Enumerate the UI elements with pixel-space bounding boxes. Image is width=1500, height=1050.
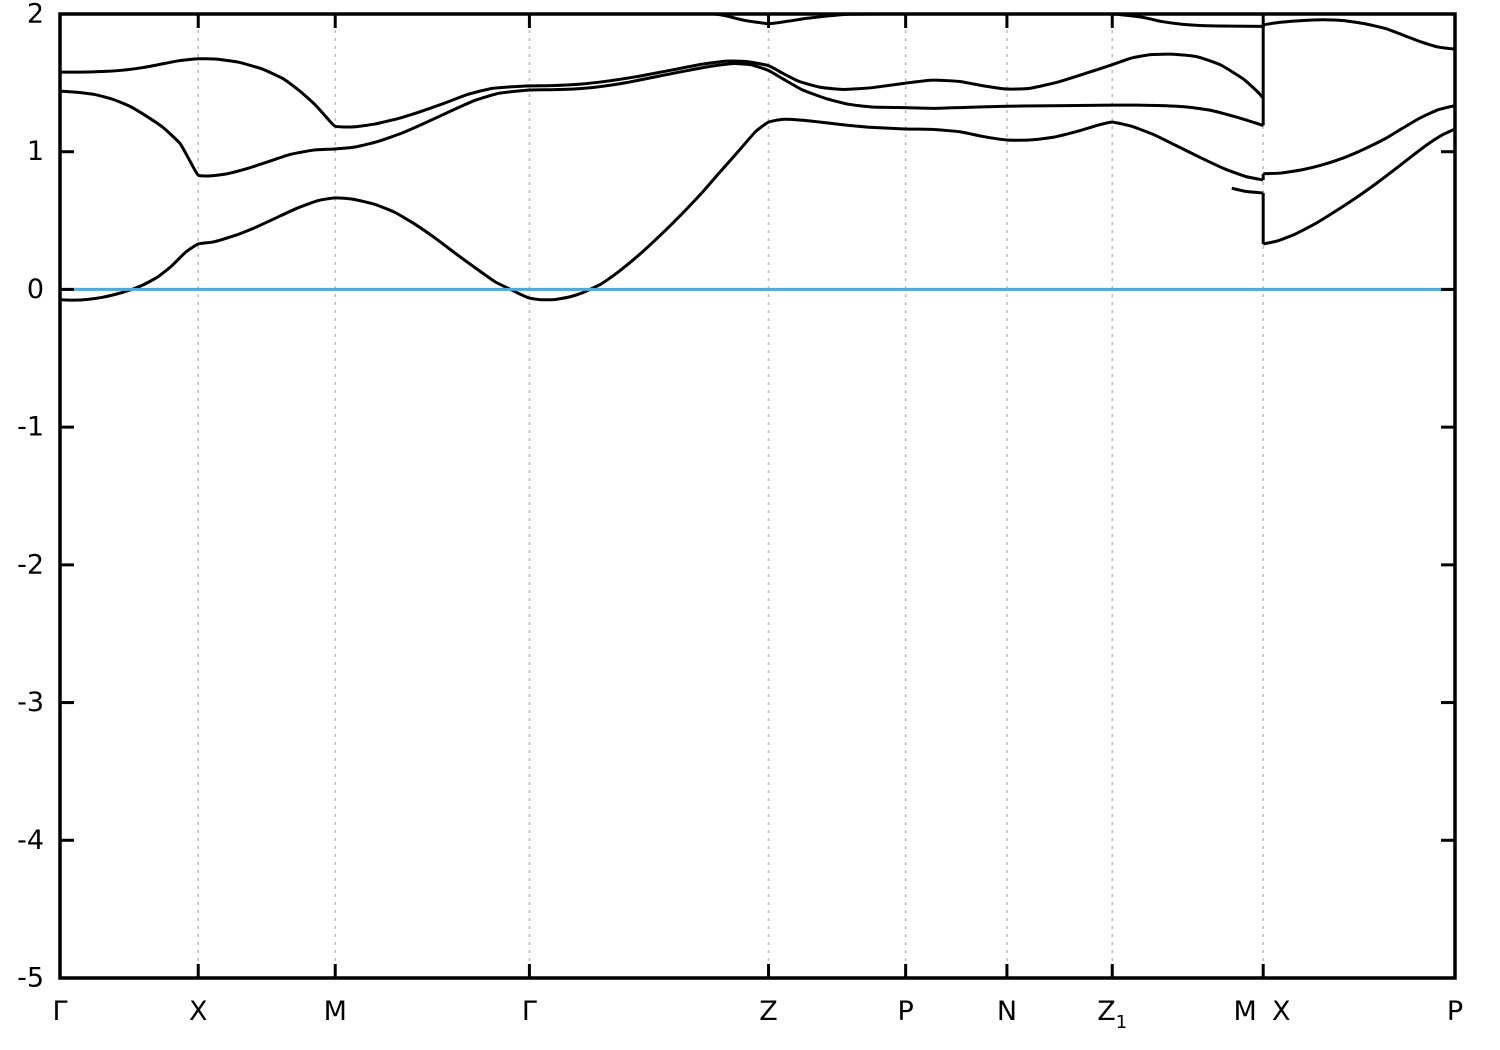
axes-frame	[58, 12, 1457, 980]
y-axis-ticks: 2 1 0 -1 -2 -3 -4 -5	[17, 0, 1455, 994]
y-tick-label-1: 1	[27, 136, 44, 167]
x-tick-label-X: X	[189, 996, 208, 1027]
band-curve-band-3	[60, 52, 1265, 129]
band-curve-band-4	[60, 14, 1264, 28]
y-tick-label-2: 2	[27, 0, 44, 30]
x-tick-label-Γ: Γ	[52, 996, 67, 1027]
band-curve-band-left-tail-near-M	[1231, 186, 1264, 195]
y-tick-label--5: -5	[17, 963, 44, 994]
band-curve-band-6-right	[1263, 104, 1455, 176]
x-tick-label-Z1: Z1	[1097, 996, 1127, 1033]
x-tick-label-M: M	[324, 996, 347, 1027]
x-tick-label-M: M	[1234, 996, 1257, 1027]
y-tick-label-0: 0	[27, 274, 44, 305]
y-tick-label--4: -4	[17, 825, 44, 856]
y-tick-label--2: -2	[17, 549, 44, 580]
band-curve-band-7-right	[1262, 18, 1455, 51]
y-tick-label--1: -1	[17, 412, 44, 443]
x-tick-label-P: P	[1447, 996, 1463, 1027]
x-tick-label-Z: Z	[759, 996, 778, 1027]
x-tick-label-Γ: Γ	[522, 996, 537, 1027]
band-curve-band-2	[60, 62, 1264, 178]
y-tick-label--3: -3	[17, 687, 44, 718]
plot-frame	[58, 12, 1457, 980]
gridlines	[197, 14, 1264, 978]
x-tick-label-X: X	[1272, 996, 1291, 1027]
band-curve-band-5-right	[1262, 127, 1455, 246]
x-tick-label-N: N	[997, 996, 1017, 1027]
x-tick-label-P: P	[898, 996, 914, 1027]
x-axis-ticks: Γ PX M Γ Z P N Z1 M X	[52, 14, 1463, 1033]
